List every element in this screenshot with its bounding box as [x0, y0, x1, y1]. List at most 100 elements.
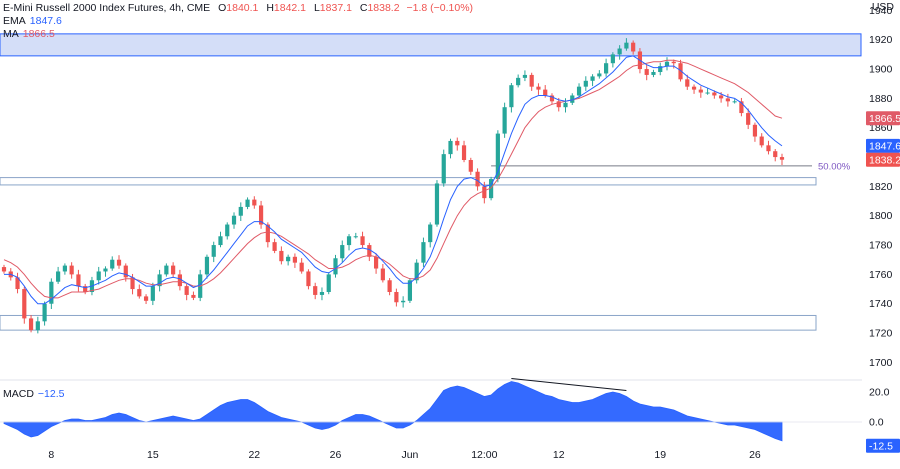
macd-label: MACD	[3, 388, 34, 400]
candle-body	[69, 265, 74, 275]
candle-body	[340, 245, 345, 259]
candle-body	[495, 133, 500, 180]
price-tick-label: 1920	[869, 34, 893, 46]
candle-body	[28, 318, 34, 331]
candle-body	[658, 66, 663, 72]
candle-body	[353, 236, 358, 238]
candle-body	[373, 256, 379, 269]
candle-body	[664, 61, 670, 67]
time-tick-label: 8	[48, 449, 54, 461]
candle-body	[319, 292, 325, 295]
candle-body	[482, 186, 487, 199]
macd-area	[3, 381, 783, 442]
candle-body	[401, 300, 406, 303]
candle-body	[644, 69, 649, 75]
ma-value: 1866.5	[22, 28, 55, 40]
candle-body	[211, 245, 216, 257]
candle-body	[522, 74, 528, 78]
candle-body	[56, 271, 61, 282]
candle-body	[671, 61, 676, 64]
price-tick-label: 1800	[869, 210, 893, 222]
price-tick-label: 1760	[869, 269, 893, 281]
ma-price-badge	[866, 111, 900, 126]
candle-body	[35, 321, 40, 331]
candle-body	[258, 205, 264, 225]
candle-body	[461, 145, 467, 160]
candle-body	[746, 113, 751, 125]
candle-body	[590, 76, 595, 81]
ema-line	[4, 55, 783, 305]
candle-body	[576, 86, 582, 96]
candle-body	[685, 79, 690, 87]
macd-tick-label: 0.0	[869, 417, 884, 429]
candle-body	[563, 102, 568, 108]
candle-body	[346, 236, 352, 246]
macd-tick-label: 20.0	[869, 387, 890, 399]
candle-body	[103, 268, 108, 272]
candle-body	[265, 224, 270, 243]
candle-body	[313, 286, 318, 295]
low-value: 1837.1	[319, 2, 352, 14]
ma-legend: MA 1866.5	[3, 28, 55, 41]
macd-value-badge	[866, 438, 900, 453]
time-tick-label: 19	[654, 449, 666, 461]
candle-body	[448, 140, 453, 155]
candle-body	[394, 292, 399, 303]
candle-body	[705, 92, 710, 94]
price-tick-label: 1740	[869, 298, 893, 310]
candle-body	[752, 124, 758, 137]
candle-body	[326, 274, 331, 292]
open-value: 1840.1	[226, 2, 259, 14]
candle-body	[712, 92, 717, 96]
support-resistance-zone	[0, 33, 862, 57]
candle-body	[516, 77, 521, 86]
candle-body	[49, 281, 54, 304]
candle-body	[279, 250, 284, 262]
high-label: H	[266, 2, 274, 14]
ema-legend: EMA 1847.6	[3, 15, 62, 28]
symbol-legend: E-Mini Russell 2000 Index Futures, 4h, C…	[3, 2, 473, 15]
candle-body	[292, 256, 298, 263]
currency-label: USD	[871, 1, 894, 13]
close-value: 1838.2	[367, 2, 400, 14]
candle-body	[130, 277, 135, 290]
ma-line	[3, 59, 783, 299]
candle-body	[597, 73, 602, 77]
candle-body	[1, 267, 7, 272]
candle-body	[543, 89, 548, 96]
candle-body	[143, 296, 149, 301]
price-axis: 1700172017401760178018001820184018601880…	[866, 5, 900, 453]
price-tick-label: 1820	[869, 181, 893, 193]
candle-body	[252, 199, 257, 206]
candle-body	[631, 42, 636, 52]
candle-body	[110, 259, 115, 269]
candle-body	[509, 85, 514, 108]
candle-body	[556, 101, 561, 108]
indicator-lines	[3, 55, 783, 305]
candle-body	[441, 154, 446, 184]
candle-body	[245, 199, 250, 207]
candle-body	[76, 274, 81, 287]
time-tick-label: 12	[553, 449, 565, 461]
macd-divergence-line	[511, 378, 627, 391]
candle-body	[360, 236, 365, 246]
candle-body	[177, 274, 182, 287]
candle-body	[184, 286, 189, 295]
candle-body	[759, 136, 764, 146]
candle-body	[617, 48, 622, 55]
candle-body	[306, 271, 311, 287]
candle-body	[387, 280, 392, 292]
fib-level-label: 50.00%	[818, 161, 851, 172]
zones: 50.00%	[0, 33, 862, 331]
candle-body	[116, 259, 122, 266]
candle-body	[42, 303, 47, 322]
candle-body	[604, 63, 609, 74]
candle-body	[610, 54, 615, 64]
candle-body	[83, 286, 88, 292]
candle-body	[164, 265, 169, 275]
candle-body	[570, 95, 575, 103]
candle-body	[421, 242, 426, 263]
candle-body	[536, 86, 541, 90]
